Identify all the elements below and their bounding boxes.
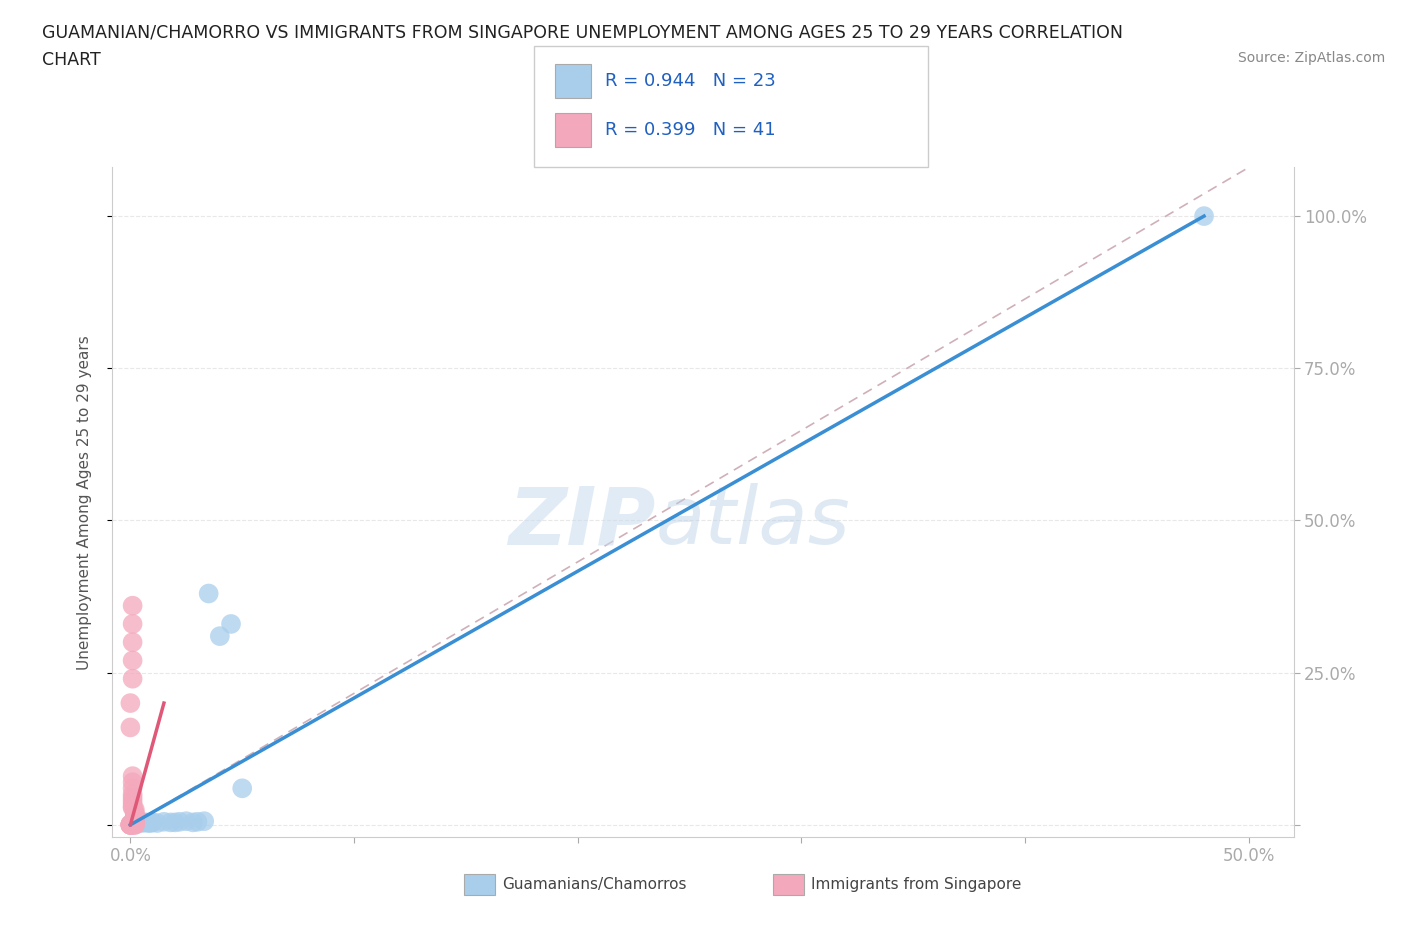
Point xyxy=(124,808,146,823)
Point xyxy=(124,817,146,831)
Point xyxy=(121,817,143,832)
Text: Guamanians/Chamorros: Guamanians/Chamorros xyxy=(502,877,686,892)
Point xyxy=(132,815,155,830)
Point xyxy=(121,817,143,832)
Point xyxy=(124,811,146,826)
Point xyxy=(121,796,143,811)
Point xyxy=(124,817,146,832)
Point xyxy=(219,617,242,631)
Text: GUAMANIAN/CHAMORRO VS IMMIGRANTS FROM SINGAPORE UNEMPLOYMENT AMONG AGES 25 TO 29: GUAMANIAN/CHAMORRO VS IMMIGRANTS FROM SI… xyxy=(42,23,1123,41)
Point xyxy=(197,586,219,601)
Point xyxy=(120,817,142,832)
Point xyxy=(208,629,231,644)
Point xyxy=(121,817,143,831)
Text: R = 0.944   N = 23: R = 0.944 N = 23 xyxy=(605,72,775,90)
Point xyxy=(121,817,143,831)
Point xyxy=(135,815,157,830)
Point xyxy=(142,815,165,830)
Point xyxy=(121,793,143,808)
Y-axis label: Unemployment Among Ages 25 to 29 years: Unemployment Among Ages 25 to 29 years xyxy=(77,335,91,670)
Point xyxy=(124,806,146,821)
Point xyxy=(169,815,191,830)
Point xyxy=(1192,208,1215,223)
Point xyxy=(120,817,142,831)
Point xyxy=(121,671,143,686)
Point xyxy=(124,813,146,828)
Point xyxy=(121,617,143,631)
Point xyxy=(124,817,146,832)
Point xyxy=(124,805,146,820)
Point xyxy=(121,787,143,802)
Point xyxy=(124,816,146,830)
Point xyxy=(120,817,142,832)
Point xyxy=(121,799,143,814)
Point xyxy=(124,803,146,817)
Point xyxy=(124,817,146,831)
Point xyxy=(120,817,142,832)
Point xyxy=(136,816,159,830)
Point xyxy=(139,816,162,830)
Point xyxy=(159,815,181,830)
Point xyxy=(121,816,143,830)
Point xyxy=(153,815,176,830)
Point xyxy=(121,817,143,831)
Point xyxy=(120,696,142,711)
Point xyxy=(121,815,143,830)
Point xyxy=(120,817,142,832)
Point xyxy=(174,814,197,829)
Point xyxy=(121,653,143,668)
Text: Immigrants from Singapore: Immigrants from Singapore xyxy=(811,877,1022,892)
Point xyxy=(124,816,146,830)
Point xyxy=(121,635,143,650)
Point xyxy=(121,769,143,784)
Point xyxy=(131,816,153,830)
Point xyxy=(121,775,143,790)
Point xyxy=(120,817,142,832)
Point xyxy=(121,598,143,613)
Point xyxy=(120,720,142,735)
Text: Source: ZipAtlas.com: Source: ZipAtlas.com xyxy=(1237,51,1385,65)
Point xyxy=(186,815,208,830)
Text: CHART: CHART xyxy=(42,51,101,69)
Point xyxy=(231,781,253,796)
Point xyxy=(121,801,143,816)
Point xyxy=(193,814,215,829)
Text: atlas: atlas xyxy=(655,484,851,562)
Point xyxy=(165,815,187,830)
Text: ZIP: ZIP xyxy=(509,484,655,562)
Point xyxy=(127,817,149,831)
Point xyxy=(121,781,143,796)
Point xyxy=(124,810,146,825)
Point xyxy=(124,815,146,830)
Text: R = 0.399   N = 41: R = 0.399 N = 41 xyxy=(605,121,775,140)
Point xyxy=(181,815,204,830)
Point xyxy=(121,790,143,804)
Point xyxy=(146,816,169,830)
